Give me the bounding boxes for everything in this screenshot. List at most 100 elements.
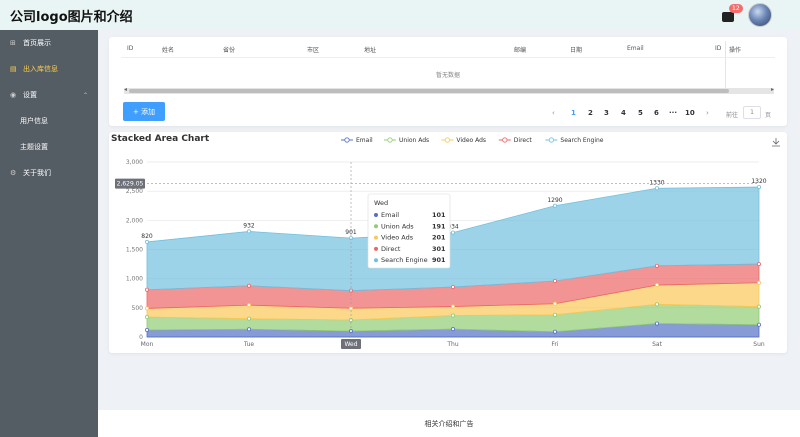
sidebar-item-label: 关于我们	[23, 169, 51, 177]
tooltip-series-value: 191	[432, 222, 446, 230]
data-point	[145, 315, 150, 320]
data-point	[552, 203, 557, 208]
data-point	[655, 283, 660, 288]
tooltip-series-value: 201	[432, 234, 446, 242]
data-label: 901	[345, 229, 357, 236]
download-icon[interactable]	[772, 138, 780, 147]
data-point	[552, 329, 557, 334]
sidebar-item-inventory[interactable]: ▤ 出入库信息	[0, 56, 98, 82]
legend-marker	[444, 137, 450, 143]
data-point	[450, 304, 455, 309]
column-header-zip: 邮编	[514, 47, 527, 54]
y-tick-label: 2,500	[126, 188, 143, 195]
tooltip-series-name: Union Ads	[381, 222, 414, 230]
sidebar-item-theme[interactable]: 主题设置	[0, 134, 98, 160]
tooltip-marker	[374, 258, 378, 263]
sidebar-menu: ⊞ 首页展示 ▤ 出入库信息 ◉ 设置 ⌃ 用户信息 主题设置 ⚙ 关于我们	[0, 30, 98, 437]
data-point	[246, 283, 251, 288]
sidebar-item-about[interactable]: ⚙ 关于我们	[0, 160, 98, 186]
page-ellipsis[interactable]: ···	[669, 109, 677, 117]
gear-icon: ⚙	[10, 169, 17, 177]
y-tick-label: 3,000	[126, 159, 143, 166]
column-header-email: Email	[627, 45, 644, 52]
column-header-address: 地址	[364, 47, 377, 54]
user-avatar[interactable]	[748, 3, 772, 27]
legend-marker	[502, 137, 508, 143]
stacked-area-chart[interactable]: 0 500 1,000 1,500 2,000 2,500 3,000 820 932 901 93…	[109, 132, 787, 353]
sidebar-item-label: 设置	[23, 91, 37, 99]
data-label: 934	[447, 224, 459, 231]
horizontal-scrollbar[interactable]: ◂ ▸	[124, 86, 774, 94]
data-point	[655, 263, 660, 268]
data-point	[145, 287, 150, 292]
page-6[interactable]: 6	[654, 109, 659, 117]
tooltip-marker	[374, 235, 378, 240]
page-2[interactable]: 2	[588, 109, 593, 117]
message-button[interactable]: 12	[722, 4, 743, 24]
y-tick-label: 1,500	[126, 247, 143, 254]
chat-icon	[722, 12, 734, 22]
crosshair-y-value-label: 2,629.05	[117, 181, 144, 188]
column-header-actions: 操作	[729, 47, 742, 54]
next-page-icon[interactable]: ›	[706, 109, 709, 117]
data-label: 1320	[751, 178, 766, 185]
legend-entry: Search Engine	[560, 137, 603, 144]
page-3[interactable]: 3	[604, 109, 609, 117]
tooltip-series-name: Search Engine	[381, 256, 428, 264]
tooltip-series-name: Video Ads	[381, 234, 414, 242]
legend-marker	[387, 137, 393, 143]
tooltip-series-name: Direct	[381, 245, 401, 253]
goto-page-input[interactable]: 1	[743, 106, 761, 119]
data-point	[757, 322, 762, 327]
page-10[interactable]: 10	[685, 109, 695, 117]
top-header: 公司logo图片和介绍 12	[0, 0, 800, 30]
scrollbar-thumb[interactable]	[129, 89, 729, 93]
empty-table-text: 暂无数据	[435, 72, 460, 79]
legend-marker	[344, 137, 350, 143]
legend-entry: Union Ads	[399, 137, 429, 144]
sidebar-item-user-info[interactable]: 用户信息	[0, 108, 98, 134]
crosshair-x-value-box	[341, 339, 361, 349]
data-label: 820	[141, 233, 153, 240]
add-button[interactable]: + 添加	[123, 102, 165, 121]
tooltip-series-value: 101	[432, 211, 446, 219]
tooltip-marker	[374, 213, 378, 217]
sidebar-item-settings[interactable]: ◉ 设置 ⌃	[0, 82, 98, 108]
column-header-province: 省份	[223, 47, 236, 54]
tooltip-title: Wed	[374, 199, 388, 207]
legend-entry: Video Ads	[456, 137, 486, 144]
data-point	[450, 230, 455, 235]
data-point	[757, 304, 762, 309]
y-tick-label: 1,000	[126, 276, 143, 283]
column-header-date: 日期	[570, 47, 583, 54]
data-point	[552, 278, 557, 283]
footer-ad-section: 相关介绍和广告	[98, 410, 800, 437]
column-header-city: 市区	[307, 47, 320, 54]
page-4[interactable]: 4	[621, 109, 626, 117]
y-tick-label: 500	[132, 305, 144, 312]
tooltip-box	[367, 193, 451, 269]
scroll-right-icon[interactable]: ▸	[770, 86, 774, 93]
data-point	[246, 327, 251, 332]
legend-entry: Direct	[514, 137, 533, 144]
prev-page-icon[interactable]: ‹	[552, 109, 555, 117]
tooltip-marker	[374, 246, 378, 251]
x-tick-label: Mon	[141, 341, 154, 348]
column-header-id-2: ID	[715, 45, 722, 52]
page-1[interactable]: 1	[571, 109, 576, 117]
scroll-left-icon[interactable]: ◂	[124, 86, 128, 93]
message-count-badge: 12	[729, 4, 743, 13]
data-point	[246, 229, 251, 234]
grid-icon: ⊞	[10, 39, 16, 47]
data-table-card: ID 姓名 省份 市区 地址 邮编 日期 Email ID 操作 暂无数据 ◂ …	[109, 37, 787, 126]
footer-text: 相关介绍和广告	[424, 419, 474, 428]
data-point	[757, 280, 762, 285]
column-header-id: ID	[127, 45, 134, 52]
page-5[interactable]: 5	[638, 109, 643, 117]
tooltip-marker	[374, 224, 378, 229]
sidebar-item-label: 用户信息	[20, 117, 48, 125]
sidebar-item-home[interactable]: ⊞ 首页展示	[0, 30, 98, 56]
sidebar-item-label: 出入库信息	[23, 65, 58, 73]
table-header-divider	[121, 57, 775, 58]
data-point	[757, 262, 762, 267]
